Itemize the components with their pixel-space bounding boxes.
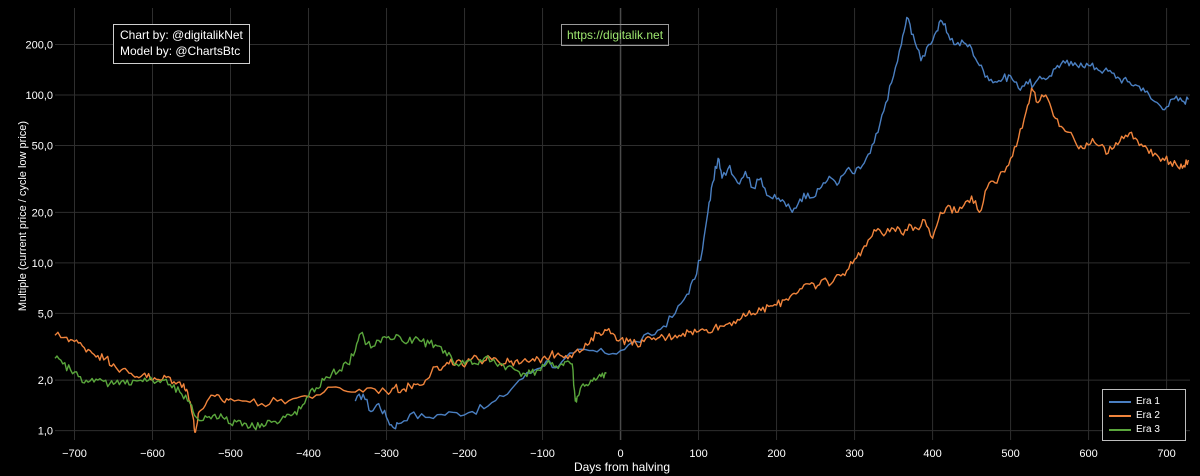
y-tick-label: 2,0 bbox=[38, 375, 53, 387]
y-tick-label: 100,0 bbox=[25, 90, 53, 102]
series-line-era-2 bbox=[54, 87, 1190, 433]
y-tick-label: 10,0 bbox=[32, 258, 53, 270]
y-tick-label: 20,0 bbox=[32, 207, 53, 219]
y-tick-labels: 1,0 2,0 5,0 10,0 20,0 50,0 100,0 200,0 bbox=[25, 40, 53, 438]
legend-label-era-3: Era 3 bbox=[1136, 424, 1160, 435]
x-tick-label: 0 bbox=[617, 448, 623, 460]
grid-lines bbox=[55, 8, 1190, 440]
x-axis-label: Days from halving bbox=[574, 460, 670, 474]
x-tick-label: 600 bbox=[1079, 448, 1097, 460]
x-tick-label: 200 bbox=[767, 448, 785, 460]
x-tick-label: −100 bbox=[530, 448, 555, 460]
legend-swatch-era-3 bbox=[1109, 429, 1131, 431]
y-tick-label: 1,0 bbox=[38, 426, 53, 438]
y-axis-label: Multiple (current price / cycle low pric… bbox=[17, 121, 29, 311]
legend: Era 1 Era 2 Era 3 bbox=[1102, 389, 1186, 441]
series-lines bbox=[54, 16, 1190, 433]
legend-swatch-era-2 bbox=[1109, 415, 1131, 417]
x-tick-label: −300 bbox=[374, 448, 399, 460]
legend-item-era-1[interactable]: Era 1 bbox=[1109, 395, 1160, 409]
website-url[interactable]: https://digitalik.net bbox=[567, 28, 664, 42]
x-tick-label: 400 bbox=[923, 448, 941, 460]
legend-label-era-1: Era 1 bbox=[1136, 396, 1160, 407]
x-tick-label: −200 bbox=[452, 448, 477, 460]
x-tick-label: 500 bbox=[1001, 448, 1019, 460]
credit-chart-by: Chart by: @digitalikNet bbox=[120, 28, 243, 42]
x-tick-label: −400 bbox=[296, 448, 321, 460]
legend-item-era-3[interactable]: Era 3 bbox=[1109, 423, 1160, 437]
website-link[interactable]: https://digitalik.net bbox=[561, 24, 670, 46]
credit-box: Chart by: @digitalikNet Model by: @Chart… bbox=[113, 24, 250, 64]
y-tick-label: 5,0 bbox=[38, 308, 53, 320]
series-line-era-3 bbox=[54, 331, 607, 431]
legend-swatch-era-1 bbox=[1109, 401, 1131, 403]
y-tick-label: 50,0 bbox=[32, 141, 53, 153]
series-line-era-1 bbox=[354, 16, 1189, 430]
y-tick-label: 200,0 bbox=[25, 40, 53, 52]
x-tick-label: −600 bbox=[140, 448, 165, 460]
x-tick-label: −500 bbox=[218, 448, 243, 460]
x-tick-label: 700 bbox=[1157, 448, 1175, 460]
legend-label-era-2: Era 2 bbox=[1136, 410, 1160, 421]
x-tick-labels: −700 −600 −500 −400 −300 −200 −100 0 100 200 300 40… bbox=[62, 448, 1176, 460]
x-tick-label: 300 bbox=[845, 448, 863, 460]
x-tick-label: −700 bbox=[62, 448, 87, 460]
credit-model-by: Model by: @ChartsBtc bbox=[120, 44, 241, 58]
legend-item-era-2[interactable]: Era 2 bbox=[1109, 409, 1160, 423]
x-tick-label: 100 bbox=[689, 448, 707, 460]
